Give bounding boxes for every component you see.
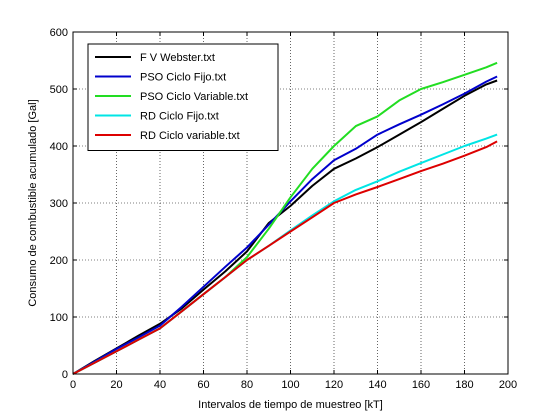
series-line-1 [72, 79, 498, 375]
ticks [72, 31, 509, 375]
legend-box [87, 43, 279, 151]
legend-entry: RD Ciclo variable.txt [140, 130, 240, 142]
y-tick-label: 500 [50, 84, 68, 96]
x-tick-label: 120 [325, 379, 343, 391]
x-tick-label: 20 [110, 379, 122, 391]
x-tick-label: 100 [281, 379, 299, 391]
x-tick-label: 140 [368, 379, 386, 391]
y-tick-label: 100 [50, 312, 68, 324]
y-tick-label: 400 [50, 141, 68, 153]
y-tick-label: 300 [50, 198, 68, 210]
x-tick-label: 0 [70, 379, 76, 391]
x-tick-label: 60 [197, 379, 209, 391]
tick-labels: 0 20 40 60 80 100 120 140 160 180 200 0 100 200 300 400… [50, 27, 518, 391]
x-tick-label: 160 [412, 379, 430, 391]
y-tick-label: 0 [62, 369, 68, 381]
x-tick-label: 200 [499, 379, 517, 391]
legend-entry: PSO Ciclo Variable.txt [140, 91, 248, 103]
series-line-2 [72, 75, 498, 375]
series-line-5 [72, 140, 498, 375]
legend-entry: RD Ciclo Fijo.txt [140, 111, 219, 123]
series-layer [72, 61, 498, 375]
legend-entry: PSO Ciclo Fijo.txt [140, 72, 226, 84]
y-tick-label: 600 [50, 27, 68, 39]
x-axis-label: Intervalos de tiempo de muestreo [kT] [198, 399, 383, 411]
legend: F V Webster.txt PSO Ciclo Fijo.txt PSO Cic… [87, 43, 279, 151]
y-axis-label: Consumo de combustible acumulado [Gal] [27, 99, 39, 306]
legend-entry: F V Webster.txt [140, 52, 215, 64]
y-tick-label: 200 [50, 255, 68, 267]
x-tick-label: 180 [455, 379, 473, 391]
x-tick-label: 40 [154, 379, 166, 391]
x-tick-label: 80 [241, 379, 253, 391]
